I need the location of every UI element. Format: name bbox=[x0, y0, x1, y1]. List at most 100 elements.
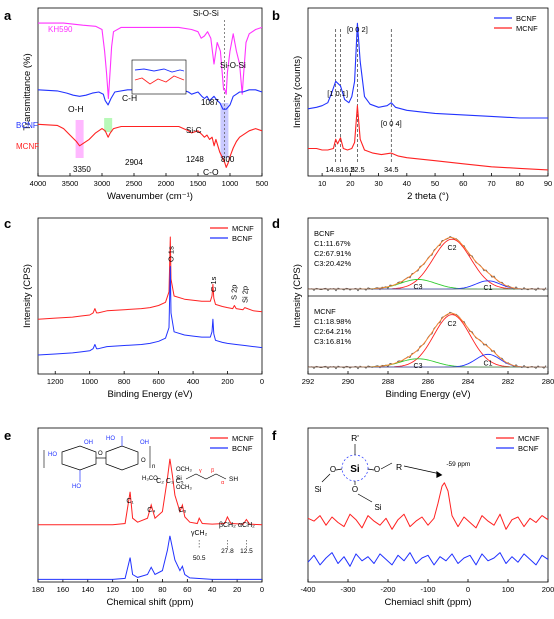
label-o-bridge: O bbox=[98, 451, 103, 457]
label-si2p: Si 2p bbox=[240, 286, 249, 303]
x-tick-label: 90 bbox=[544, 179, 552, 188]
x-tick-label: 100 bbox=[502, 585, 515, 594]
legend-label: BCNF bbox=[232, 444, 253, 453]
label-004: [0 0 4] bbox=[381, 119, 402, 128]
legend-label: BCNF bbox=[232, 234, 253, 243]
label-n: n bbox=[152, 464, 155, 470]
label-och3-top: OCH₃ bbox=[176, 467, 192, 473]
x-tick-label: 282 bbox=[502, 377, 515, 386]
label-c6: C₆ bbox=[178, 507, 186, 514]
legend-label: MCNF bbox=[232, 224, 254, 233]
label-c2c3c5: C₂ C₃ C₅ bbox=[156, 478, 184, 485]
label-co: C-O bbox=[203, 167, 219, 177]
label-1087: 1087 bbox=[201, 98, 219, 107]
x-axis-label: Wavenumber (cm⁻¹) bbox=[107, 191, 193, 202]
label-148: 14.8 bbox=[325, 165, 340, 174]
composition-text: MCNF bbox=[314, 307, 336, 316]
component-c1 bbox=[308, 353, 546, 368]
label-och3-bottom: OCH₃ bbox=[176, 485, 192, 491]
x-tick-label: 0 bbox=[260, 377, 264, 386]
x-axis-label: Chemical shift (ppm) bbox=[106, 597, 193, 608]
component-label: C2 bbox=[448, 245, 457, 252]
inset-series-mcnf bbox=[134, 75, 185, 85]
label-gch2: γCH₂ bbox=[191, 530, 208, 537]
component-label: C1 bbox=[484, 285, 493, 292]
series-line-mcnf bbox=[37, 236, 263, 320]
label-bch2: βCH₂ bbox=[219, 522, 236, 529]
label-ho: HO bbox=[48, 452, 57, 458]
label-o-right: O bbox=[374, 465, 380, 474]
series-line-kh590 bbox=[38, 22, 263, 100]
panel-label: c bbox=[4, 216, 11, 231]
composition-text: C2:64.21% bbox=[314, 327, 351, 336]
panel-label: a bbox=[4, 8, 12, 23]
label-r-prime: R' bbox=[351, 433, 359, 443]
panel-e: 180 160 140 120 100 80 60 40 20 0 Chemical shift (… bbox=[4, 427, 264, 608]
x-tick-label: 100 bbox=[131, 585, 144, 594]
panel-label: e bbox=[4, 428, 11, 443]
highlight-band bbox=[104, 118, 113, 132]
bond bbox=[321, 473, 331, 483]
series-line-bcnf bbox=[37, 266, 263, 356]
label-si: Si bbox=[176, 475, 182, 482]
series-line-mcnf bbox=[307, 482, 549, 530]
panel-d: 292 290 288 286 284 282 280 Binding Energy (eV)… bbox=[272, 216, 554, 400]
x-tick-label: 160 bbox=[57, 585, 70, 594]
label-kh590: KH590 bbox=[48, 25, 73, 34]
arrow-line bbox=[403, 465, 441, 475]
bond bbox=[335, 468, 343, 471]
label-c4: C₄ bbox=[147, 507, 155, 514]
x-tick-label: -400 bbox=[300, 585, 315, 594]
x-axis-label: Binding Energy (eV) bbox=[385, 389, 470, 400]
y-axis-label: Transmittance (%) bbox=[22, 53, 33, 130]
label-oh: OH bbox=[140, 440, 149, 446]
label-beta: β bbox=[211, 468, 214, 474]
inset-frame bbox=[131, 59, 187, 95]
label-bcnf: BCNF bbox=[16, 121, 38, 130]
label-h3co: H₃CO bbox=[142, 476, 158, 482]
x-tick-label: 10 bbox=[318, 179, 326, 188]
label-3350: 3350 bbox=[73, 165, 91, 174]
x-tick-label: 20 bbox=[346, 179, 354, 188]
label-c1: C₁ bbox=[126, 498, 134, 505]
label-002: [0 0 2] bbox=[347, 25, 368, 34]
x-tick-label: 1000 bbox=[81, 377, 98, 386]
x-tick-label: -100 bbox=[420, 585, 435, 594]
label-225: 22.5 bbox=[350, 165, 365, 174]
x-tick-label: 500 bbox=[256, 179, 269, 188]
label-gamma: γ bbox=[199, 468, 202, 474]
label-s2p: S 2p bbox=[230, 285, 239, 300]
cellulose-structure: HO OH O HO OH HO On bbox=[43, 436, 155, 490]
component-c1 bbox=[308, 280, 546, 290]
x-tick-label: 70 bbox=[487, 179, 495, 188]
label-c1s: C 1s bbox=[209, 276, 218, 292]
x-tick-label: 0 bbox=[260, 585, 264, 594]
x-tick-label: 1500 bbox=[190, 179, 207, 188]
arrow-head bbox=[436, 471, 443, 478]
composition-text: C3:20.42% bbox=[314, 259, 351, 268]
x-tick-label: 400 bbox=[187, 377, 200, 386]
x-tick-label: 3000 bbox=[94, 179, 111, 188]
label-ho: HO bbox=[106, 436, 115, 442]
component-label: C3 bbox=[414, 363, 423, 370]
x-tick-label: -300 bbox=[340, 585, 355, 594]
plot-frame bbox=[307, 7, 549, 177]
label-sios-1: Si-O-Si bbox=[193, 9, 219, 18]
panel-a: 4000 3500 3000 2500 2000 1500 1000 500 Wavenumbe… bbox=[4, 7, 269, 202]
x-tick-label: 288 bbox=[382, 377, 395, 386]
label-si-bottom: Si bbox=[374, 503, 381, 512]
series-line-bcnf bbox=[307, 552, 549, 567]
panel-label: f bbox=[272, 428, 277, 443]
label-oh: O-H bbox=[68, 104, 84, 114]
label-sh: SH bbox=[229, 476, 238, 483]
label-2904: 2904 bbox=[125, 158, 143, 167]
x-tick-label: 2000 bbox=[158, 179, 175, 188]
label-sios-2: Si-O-Si bbox=[220, 61, 246, 70]
label-o-left: O bbox=[330, 465, 336, 474]
x-tick-label: 80 bbox=[516, 179, 524, 188]
inset-series-bcnf bbox=[134, 68, 185, 73]
label-ach2: αCH₂ bbox=[238, 522, 255, 529]
component-c3 bbox=[308, 358, 546, 368]
label-si-left: Si bbox=[314, 485, 321, 494]
label-sic: Si-C bbox=[186, 126, 202, 135]
